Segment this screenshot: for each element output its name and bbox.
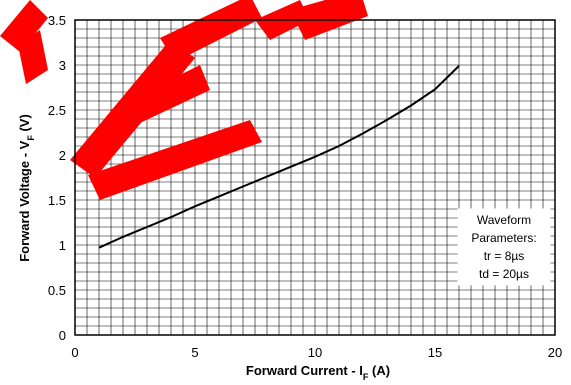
y-axis-title: Forward Voltage - VF (V) xyxy=(17,114,36,262)
y-tick-label: 2.5 xyxy=(48,103,66,118)
y-tick-label: 0 xyxy=(59,328,66,343)
y-tick-label: 2 xyxy=(59,148,66,163)
watermark-stroke xyxy=(88,120,262,200)
watermark-logo xyxy=(0,0,368,200)
y-tick-label: 1 xyxy=(59,238,66,253)
x-tick-labels: 0 5 10 15 20 xyxy=(71,345,562,360)
watermark-stroke xyxy=(18,30,48,84)
x-axis-title: Forward Current - IF (A) xyxy=(246,363,390,382)
legend-line-1: Waveform xyxy=(477,213,531,227)
y-tick-label: 3 xyxy=(59,58,66,73)
legend-box-background xyxy=(457,208,551,286)
y-tick-label: 1.5 xyxy=(48,193,66,208)
y-tick-labels: 0 0.5 1 1.5 2 2.5 3 3.5 xyxy=(48,13,66,343)
series-line xyxy=(98,65,460,249)
watermark-stroke xyxy=(110,65,210,130)
watermark-stroke xyxy=(160,0,262,62)
watermark-stroke xyxy=(0,0,48,52)
x-tick-label: 5 xyxy=(191,345,198,360)
legend-line-4: td = 20µs xyxy=(479,267,529,281)
y-tick-label: 3.5 xyxy=(48,13,66,28)
plot-frame xyxy=(74,19,556,336)
waveform-legend-box: Waveform Parameters: tr = 8µs td = 20µs xyxy=(457,208,551,286)
legend-line-3: tr = 8µs xyxy=(484,249,525,263)
y-tick-label: 0.5 xyxy=(48,283,66,298)
legend-line-2: Parameters: xyxy=(471,231,536,245)
x-tick-label: 20 xyxy=(548,345,562,360)
x-tick-label: 15 xyxy=(428,345,442,360)
x-tick-label: 0 xyxy=(71,345,78,360)
x-tick-label: 10 xyxy=(308,345,322,360)
